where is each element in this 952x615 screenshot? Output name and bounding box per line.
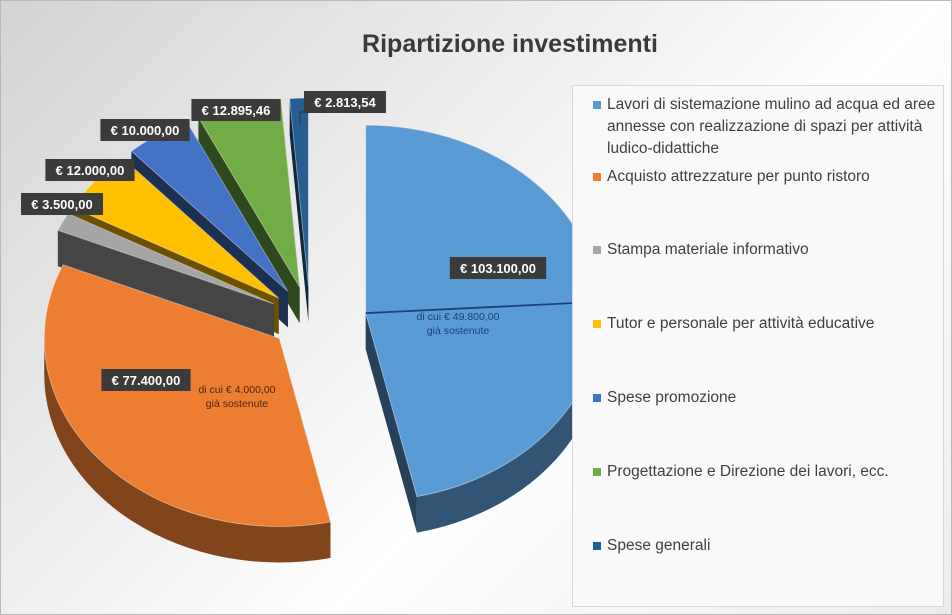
data-label: € 10.000,00: [111, 123, 180, 138]
data-label-box: [304, 91, 386, 113]
slice-note: di cui € 4.000,00: [198, 384, 275, 396]
legend-entry: Tutor e personale per attività educative: [593, 313, 938, 335]
legend-entry: Acquisto attrezzature per punto ristoro: [593, 166, 938, 188]
legend-swatch: [593, 173, 601, 181]
legend-entry: Progettazione e Direzione dei lavori, ec…: [593, 461, 938, 483]
pie-slice: [43, 264, 332, 527]
legend-label: Lavori di sistemazione mulino ad acqua e…: [607, 96, 936, 157]
slice-side: [416, 313, 601, 533]
chart-legend: Lavori di sistemazione mulino ad acqua e…: [572, 85, 944, 607]
legend-swatch: [593, 320, 601, 328]
slice-note: di cui € 49.800,00: [417, 311, 500, 323]
data-label-box: [45, 159, 135, 181]
slice-wall: [289, 98, 309, 323]
data-label-box: [100, 119, 190, 141]
data-label-box: [101, 369, 191, 391]
legend-label: Tutor e personale per attività educative: [607, 315, 875, 332]
data-label: € 77.400,00: [112, 373, 181, 388]
legend-swatch: [593, 468, 601, 476]
legend-label: Acquisto attrezzature per punto ristoro: [607, 168, 870, 185]
legend-entry: Spese promozione: [593, 387, 938, 409]
legend-swatch: [593, 394, 601, 402]
legend-label: Stampa materiale informativo: [607, 241, 809, 258]
legend-label: Spese promozione: [607, 389, 737, 406]
legend-label: Spese generali: [607, 537, 711, 554]
data-label: € 12.000,00: [56, 163, 125, 178]
legend-swatch: [593, 542, 601, 550]
legend-swatch: [593, 246, 601, 254]
legend-entry: Stampa materiale informativo: [593, 239, 938, 261]
data-label-box: [191, 99, 281, 121]
data-label: € 12.895,46: [202, 103, 271, 118]
data-label: € 2.813,54: [314, 95, 376, 110]
legend-entry: Spese generali: [593, 535, 938, 557]
data-label: € 3.500,00: [31, 197, 92, 212]
legend-swatch: [593, 101, 601, 109]
data-label-box: [449, 257, 547, 279]
slice-note: già sostenute: [206, 398, 269, 410]
legend-label: Progettazione e Direzione dei lavori, ec…: [607, 463, 889, 480]
slice-note: già sostenute: [427, 325, 490, 337]
sub-value-divider: [365, 300, 601, 314]
slice-wall: [365, 313, 417, 533]
chart-title: Ripartizione investimenti: [362, 30, 658, 58]
data-label: € 103.100,00: [460, 261, 536, 276]
pie-data-labels: € 103.100,00 di cui € 49.800,00 già sosten…: [21, 91, 547, 410]
pie-annotations: [365, 300, 601, 314]
legend-entry: Lavori di sistemazione mulino ad acqua e…: [593, 94, 938, 160]
data-label-box: [21, 193, 103, 215]
slice-side: [44, 338, 331, 563]
